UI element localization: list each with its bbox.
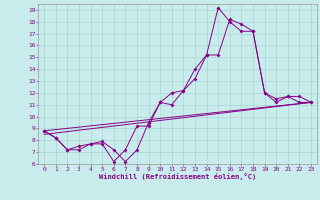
X-axis label: Windchill (Refroidissement éolien,°C): Windchill (Refroidissement éolien,°C) [99,173,256,180]
